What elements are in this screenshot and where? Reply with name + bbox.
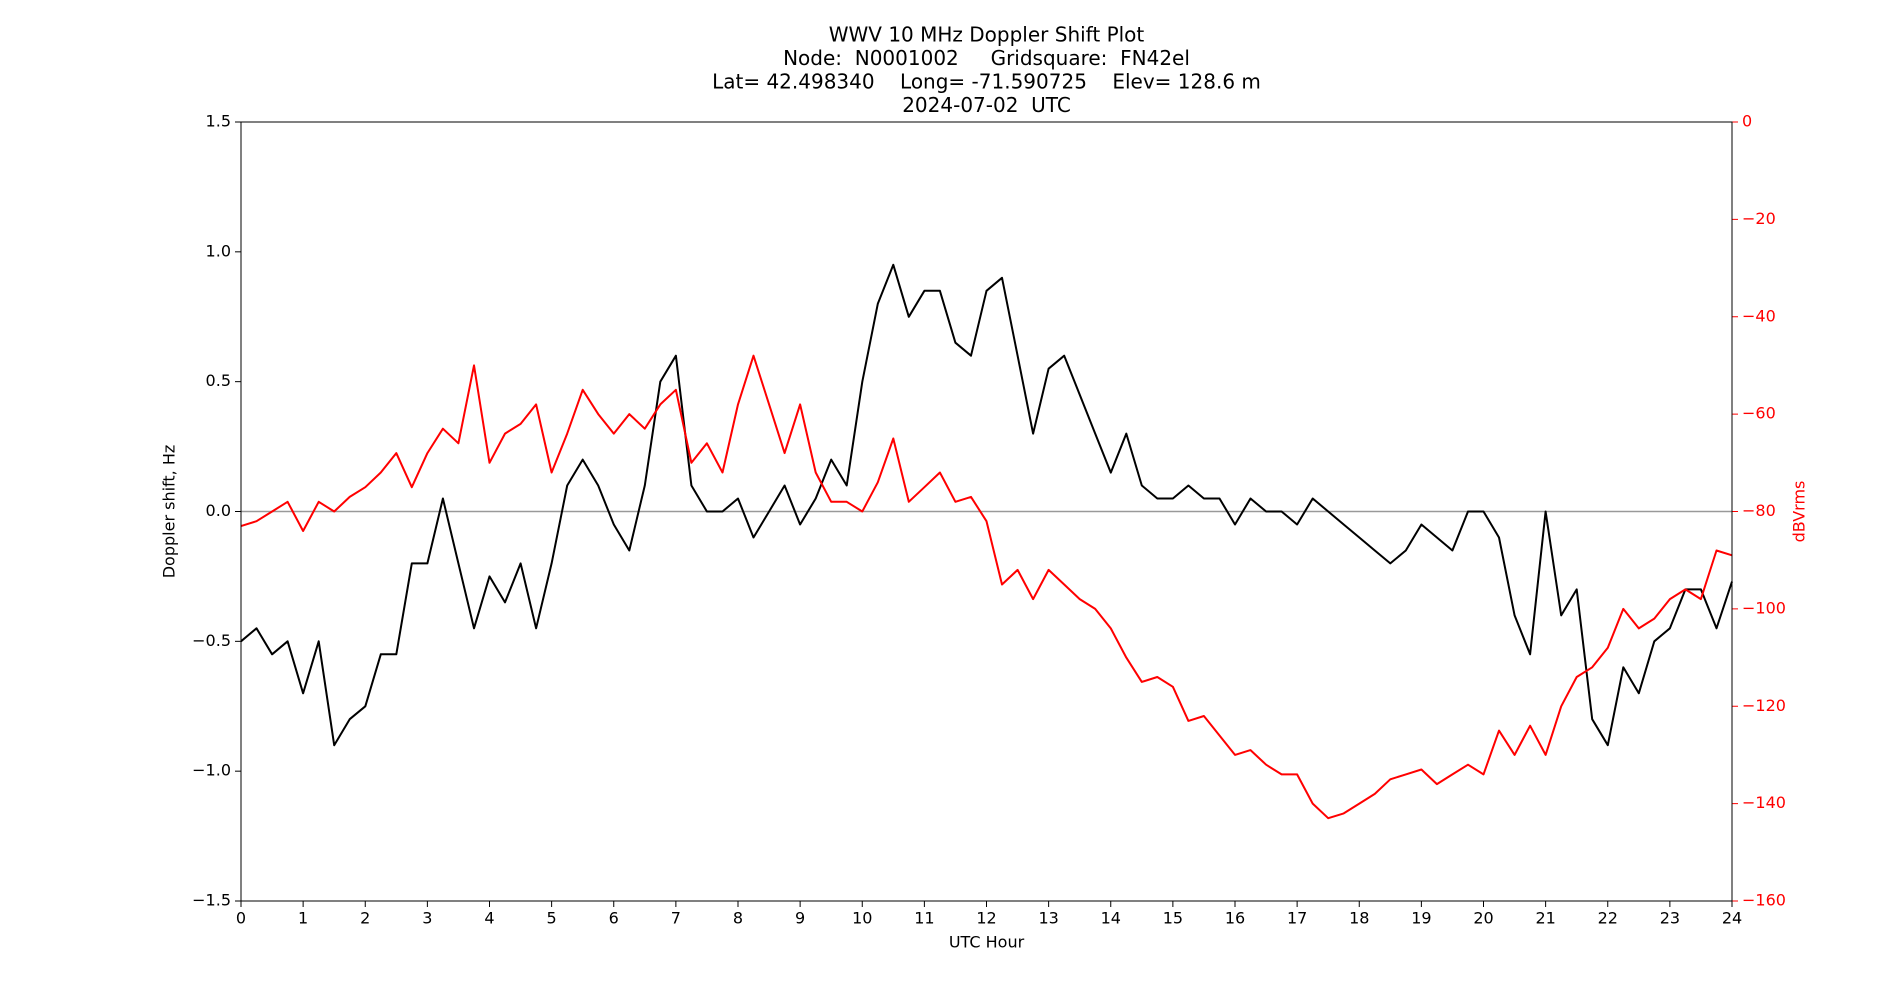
y-tick-label: −1.5 (192, 891, 231, 910)
y2-tick-label: −40 (1742, 306, 1776, 325)
x-tick-label: 15 (1163, 909, 1183, 928)
series-line (240, 354, 1733, 820)
y2-tick-label: −60 (1742, 404, 1776, 423)
chart-title: WWV 10 MHz Doppler Shift Plot (829, 23, 1145, 47)
x-tick-label: 19 (1411, 909, 1431, 928)
x-tick-label: 5 (547, 909, 557, 928)
y-tick-label: 0.0 (206, 501, 231, 520)
x-tick-label: 23 (1660, 909, 1680, 928)
y2-tick-label: −160 (1742, 891, 1786, 910)
x-tick-label: 2 (360, 909, 370, 928)
x-tick-label: 3 (422, 909, 432, 928)
series-line (240, 263, 1733, 747)
x-tick-label: 11 (914, 909, 934, 928)
x-tick-label: 4 (484, 909, 494, 928)
chart-title: Node: N0001002 Gridsquare: FN42el (783, 46, 1190, 70)
y2-tick-label: 0 (1742, 112, 1752, 131)
x-tick-label: 22 (1598, 909, 1618, 928)
x-tick-label: 24 (1722, 909, 1742, 928)
y2-tick-label: −120 (1742, 696, 1786, 715)
y-tick-label: 1.5 (206, 112, 231, 131)
y-tick-label: 0.5 (206, 371, 231, 390)
chart-title: Lat= 42.498340 Long= -71.590725 Elev= 12… (712, 70, 1261, 94)
x-axis-label: UTC Hour (949, 933, 1025, 952)
x-tick-label: 17 (1287, 909, 1307, 928)
x-tick-label: 20 (1473, 909, 1493, 928)
y2-tick-label: −140 (1742, 793, 1786, 812)
y2-axis-label: dBVrms (1790, 481, 1809, 543)
x-tick-label: 9 (795, 909, 805, 928)
chart-title: 2024-07-02 UTC (902, 93, 1071, 117)
x-tick-label: 14 (1101, 909, 1121, 928)
y-tick-label: 1.0 (206, 241, 231, 260)
y2-tick-label: −20 (1742, 209, 1776, 228)
x-tick-label: 21 (1535, 909, 1555, 928)
x-tick-label: 6 (609, 909, 619, 928)
y-tick-label: −1.0 (192, 761, 231, 780)
x-tick-label: 16 (1225, 909, 1245, 928)
x-tick-label: 7 (671, 909, 681, 928)
y-axis-label: Doppler shift, Hz (160, 445, 179, 579)
x-tick-label: 8 (733, 909, 743, 928)
x-tick-label: 18 (1349, 909, 1369, 928)
x-tick-label: 13 (1038, 909, 1058, 928)
y2-tick-label: −100 (1742, 598, 1786, 617)
y-tick-label: −0.5 (192, 631, 231, 650)
y2-tick-label: −80 (1742, 501, 1776, 520)
x-tick-label: 0 (236, 909, 246, 928)
x-tick-label: 1 (298, 909, 308, 928)
plot-frame (240, 121, 1733, 902)
x-tick-label: 12 (976, 909, 996, 928)
x-tick-label: 10 (852, 909, 872, 928)
